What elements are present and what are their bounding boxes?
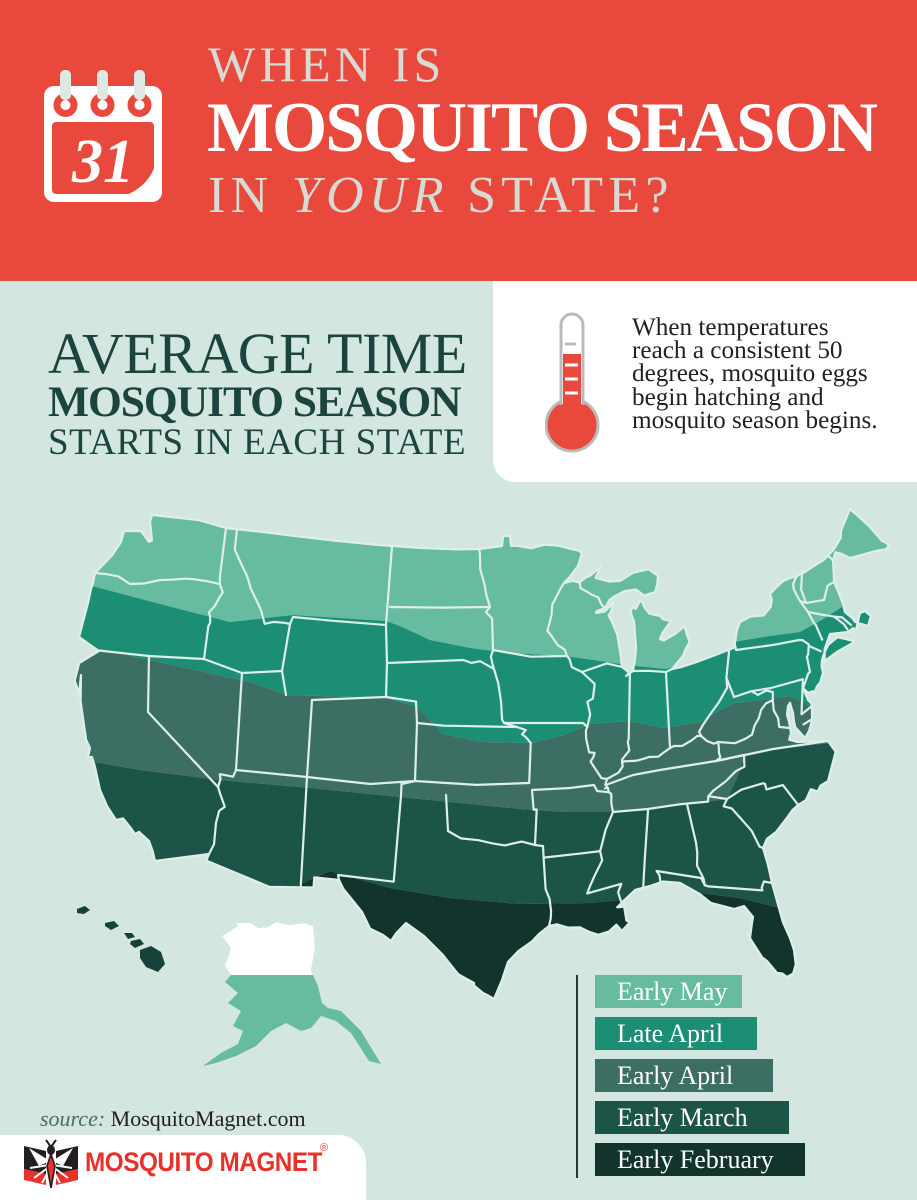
svg-text:MOSQUITO MAGNET: MOSQUITO MAGNET bbox=[85, 1148, 323, 1177]
svg-text:31: 31 bbox=[71, 128, 134, 196]
svg-text:®: ® bbox=[320, 1142, 328, 1154]
